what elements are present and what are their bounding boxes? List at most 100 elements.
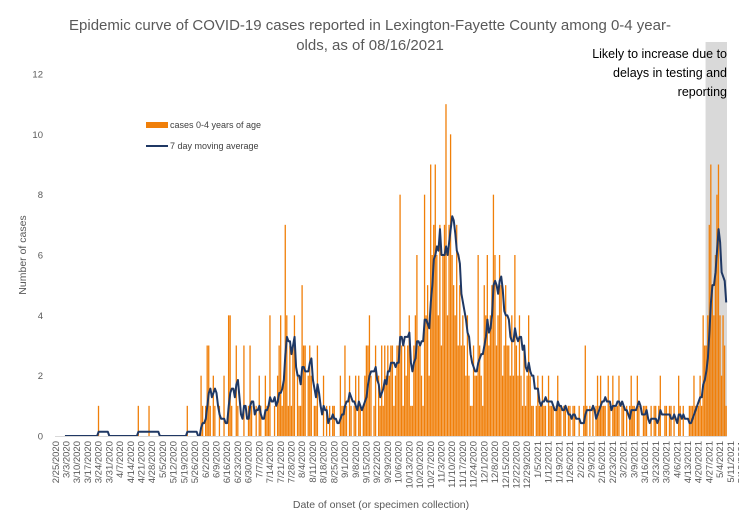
bar	[725, 405, 727, 436]
x-tick-label: 8/25/2020	[329, 441, 340, 483]
x-tick-label: 6/16/2020	[222, 441, 233, 483]
x-tick-label: 1/26/2021	[565, 441, 576, 483]
bar	[433, 224, 435, 436]
note-line-1: Likely to increase due to	[592, 47, 727, 61]
bar	[325, 405, 328, 436]
bar	[434, 164, 436, 436]
bar	[589, 405, 591, 436]
bar	[209, 405, 211, 436]
bar	[592, 405, 594, 436]
x-tick-label: 10/20/2020	[415, 441, 426, 489]
bar	[397, 345, 400, 436]
bar	[342, 405, 345, 436]
bar	[488, 345, 490, 436]
bar	[596, 375, 599, 436]
bar	[474, 375, 476, 436]
x-tick-label: 5/4/2021	[715, 441, 726, 478]
chart-title-line1: Epidemic curve of COVID-19 cases reporte…	[69, 17, 671, 34]
x-tick-label: 7/21/2020	[276, 441, 287, 483]
bar	[468, 375, 470, 436]
bar	[451, 255, 453, 436]
bar	[552, 405, 554, 436]
bar	[607, 375, 609, 436]
x-tick-label: 4/27/2021	[704, 441, 715, 483]
bar	[283, 375, 285, 436]
bar	[515, 345, 518, 436]
bar	[231, 405, 233, 436]
bar	[558, 405, 560, 436]
bar	[508, 345, 510, 436]
x-tick-label: 4/21/2020	[136, 441, 147, 483]
bar	[500, 285, 502, 436]
x-tick-label: 3/30/2021	[662, 441, 673, 483]
bar	[682, 405, 684, 436]
bar	[472, 345, 475, 436]
bar	[281, 405, 283, 436]
bar	[393, 405, 395, 436]
bar	[431, 255, 433, 436]
bar	[714, 255, 717, 436]
bar	[449, 134, 452, 436]
bar	[385, 375, 387, 436]
x-axis-title: Date of onset (or specimen collection)	[293, 499, 469, 511]
bar	[609, 405, 611, 436]
bar	[567, 405, 570, 436]
bar	[445, 104, 447, 437]
bar	[604, 405, 606, 436]
x-tick-label: 12/29/2020	[522, 441, 533, 489]
bar	[97, 405, 100, 436]
bar	[413, 345, 415, 436]
annotation-note: Likely to increase due to delays in test…	[592, 47, 727, 99]
bar	[405, 375, 407, 436]
x-tick-label: 1/12/2021	[544, 441, 555, 483]
bar	[503, 345, 505, 436]
bar	[284, 224, 286, 436]
x-tick-label: 5/12/2020	[169, 441, 180, 483]
bar	[613, 405, 616, 436]
bar	[287, 405, 289, 436]
bar	[678, 375, 680, 436]
bar	[290, 405, 293, 436]
bar	[697, 405, 700, 436]
bar	[374, 345, 377, 436]
bar	[333, 405, 335, 436]
x-tick-label: 9/8/2020	[351, 441, 362, 478]
bar	[569, 405, 571, 436]
bar	[482, 405, 484, 436]
bar	[509, 375, 511, 436]
bar	[489, 315, 492, 436]
bar	[665, 405, 668, 436]
x-tick-label: 3/17/2020	[83, 441, 94, 483]
y-axis-title: Number of cases	[17, 215, 29, 294]
bar	[595, 405, 597, 436]
y-tick-label: 10	[32, 130, 43, 141]
bar	[466, 315, 469, 436]
x-tick-label: 9/1/2020	[340, 441, 351, 478]
x-tick-label: 3/3/2020	[61, 441, 72, 478]
x-tick-label: 3/2/2021	[619, 441, 630, 478]
legend-swatch-cases	[146, 122, 168, 128]
bar	[390, 345, 392, 436]
bar	[475, 375, 478, 436]
bar	[625, 405, 628, 436]
bar	[622, 405, 625, 436]
bar	[315, 405, 317, 436]
bar	[276, 375, 279, 436]
x-tick-label: 5/5/2020	[158, 441, 169, 478]
bar	[469, 405, 472, 436]
bar	[514, 255, 516, 436]
bar	[442, 255, 444, 436]
bar	[572, 405, 574, 436]
bar	[670, 405, 672, 436]
bar	[387, 345, 389, 436]
bar	[264, 375, 267, 436]
bar	[309, 345, 311, 436]
bar	[404, 345, 406, 436]
bar	[501, 375, 504, 436]
bar	[280, 315, 282, 436]
bar	[214, 405, 216, 436]
bar	[267, 405, 270, 436]
bar	[711, 285, 713, 436]
bar	[377, 375, 380, 436]
x-tick-label: 8/11/2020	[308, 441, 319, 483]
